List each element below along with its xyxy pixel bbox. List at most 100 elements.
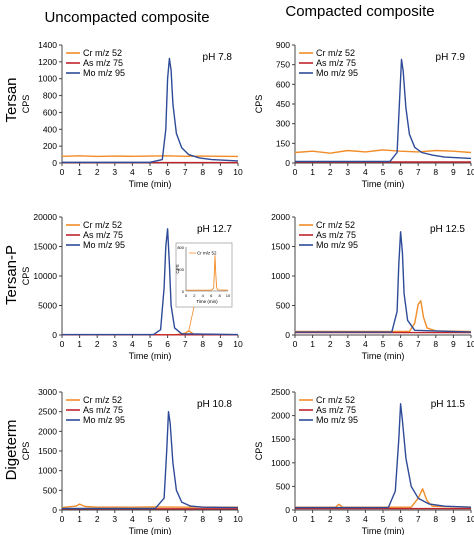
y-tick-label: 0 [52,158,57,168]
legend-entry: Mo m/z 95 [316,240,358,250]
x-tick-label: 6 [165,167,170,177]
x-tick-label: 6 [398,167,403,177]
y-tick-label: 2500 [271,387,290,397]
x-tick-label: 8 [433,514,438,524]
ph-label: pH 12.7 [197,224,232,235]
chart-panel-4: 0 500 1000 1500 2000 2500 3000 0 1 2 3 4 5 6 7 8 9 10 Time… [21,387,243,535]
inset-y-tick-label: 800 [177,245,184,250]
x-tick-label: 0 [60,167,65,177]
inset-legend-entry: Cr m/z 52 [197,251,217,256]
x-tick-label: 2 [328,167,333,177]
x-axis-label: Time (min) [129,179,172,189]
legend-entry: Cr m/z 52 [83,220,122,230]
ph-label: pH 11.5 [431,399,466,410]
inset-x-tick-label: 6 [210,293,213,298]
y-tick-label: 1200 [38,57,57,67]
legend-entry: Cr m/z 52 [316,395,355,405]
legend-entry: Cr m/z 52 [316,220,355,230]
inset-series-line [186,255,229,291]
series-line-mo [62,57,239,164]
x-tick-label: 2 [95,167,100,177]
series-line-mo [62,228,239,336]
ph-label: pH 10.8 [197,399,232,410]
series-line-mo [62,411,239,510]
y-tick-label: 5000 [38,301,57,311]
x-tick-label: 8 [200,339,205,349]
chart-panel-2: 0 5000 10000 15000 20000 0 1 2 3 4 5 6 7 8 9 10 Time (mi… [21,212,243,361]
x-tick-label: 9 [451,514,456,524]
x-tick-label: 1 [310,167,315,177]
ph-label: pH 12.5 [430,224,465,235]
y-tick-label: 3000 [38,387,57,397]
x-tick-label: 6 [165,514,170,524]
x-tick-label: 8 [200,167,205,177]
x-axis-label: Time (min) [129,526,172,535]
row-label-tersan: Tersan [3,77,20,122]
inset-x-tick-label: 0 [185,293,188,298]
legend-entry: As m/z 75 [316,230,356,240]
x-tick-label: 3 [345,514,350,524]
x-tick-label: 4 [363,167,368,177]
inset-x-tick-label: 2 [193,293,196,298]
y-tick-label: 500 [276,301,290,311]
y-tick-label: 1500 [271,434,290,444]
x-tick-label: 2 [95,514,100,524]
y-tick-label: 1000 [38,74,57,84]
ph-label: pH 7.9 [436,52,466,63]
y-axis-label: CPS [21,95,31,114]
x-tick-label: 10 [233,167,243,177]
x-tick-label: 5 [381,514,386,524]
y-axis-label: CPS [21,267,31,286]
x-tick-label: 7 [416,167,421,177]
x-tick-label: 5 [381,339,386,349]
x-tick-label: 10 [233,514,243,524]
x-tick-label: 9 [218,167,223,177]
y-tick-label: 0 [52,330,57,340]
x-tick-label: 5 [148,167,153,177]
x-tick-label: 1 [77,514,82,524]
legend-entry: As m/z 75 [83,405,123,415]
y-tick-label: 750 [276,60,290,70]
y-tick-label: 450 [276,99,290,109]
series-line-mo [295,231,472,333]
y-tick-label: 400 [43,124,57,134]
x-axis-label: Time (min) [362,526,405,535]
x-tick-label: 9 [451,167,456,177]
y-tick-label: 20000 [33,212,57,222]
legend-entry: Mo m/z 95 [316,415,358,425]
legend-entry: Cr m/z 52 [83,48,122,58]
y-tick-label: 1000 [271,271,290,281]
x-tick-label: 6 [398,514,403,524]
chart-panel-5: 0 500 1000 1500 2000 2500 0 1 2 3 4 5 6 7 8 9 10 Time (mi… [254,387,474,535]
y-tick-label: 900 [276,40,290,50]
x-tick-label: 0 [293,339,298,349]
x-tick-label: 4 [130,167,135,177]
row-label-digeterm: Digeterm [3,420,20,481]
x-tick-label: 6 [165,339,170,349]
series-line-cr [61,155,239,158]
legend-entry: As m/z 75 [83,58,123,68]
y-tick-label: 1000 [271,458,290,468]
x-axis-label: Time (min) [362,351,405,361]
y-axis-label: CPS [21,442,31,461]
x-tick-label: 10 [466,514,474,524]
chart-panel-3: 0 500 1000 1500 2000 0 1 2 3 4 5 6 7 8 9 10 Time (min) Cr… [271,212,474,361]
x-tick-label: 3 [112,514,117,524]
y-tick-label: 2000 [271,411,290,421]
x-tick-label: 3 [112,167,117,177]
legend-entry: Mo m/z 95 [83,240,125,250]
column-header-uncompacted: Uncompacted composite [44,9,209,26]
x-tick-label: 0 [293,167,298,177]
y-tick-label: 2500 [38,407,57,417]
y-tick-label: 500 [276,481,290,491]
y-tick-label: 500 [43,485,57,495]
inset-y-label: CPS [175,264,180,273]
inset-frame [175,242,233,308]
x-axis-label: Time (min) [129,351,172,361]
x-tick-label: 7 [416,514,421,524]
y-tick-label: 800 [43,91,57,101]
y-tick-label: 300 [276,119,290,129]
x-tick-label: 5 [148,514,153,524]
y-tick-label: 200 [43,141,57,151]
